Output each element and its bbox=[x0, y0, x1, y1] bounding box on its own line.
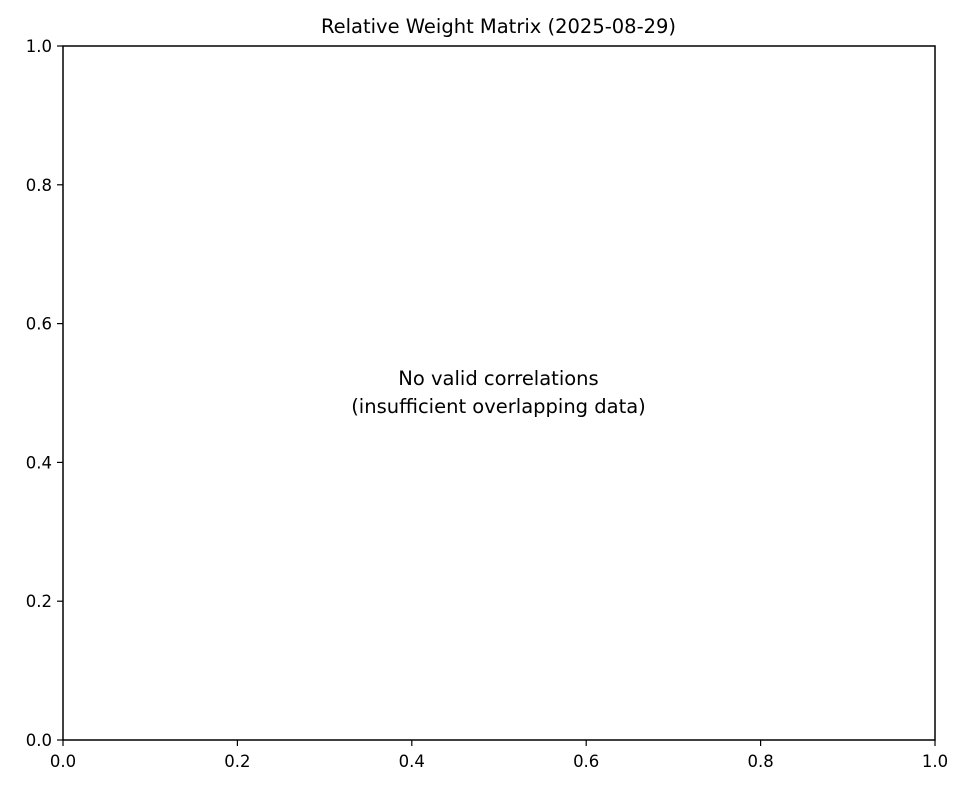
y-tick-label: 0.6 bbox=[26, 315, 52, 334]
empty-message-line-2: (insufficient overlapping data) bbox=[351, 395, 646, 418]
y-tick-label: 0.8 bbox=[26, 176, 52, 195]
y-tick-label: 0.0 bbox=[26, 731, 52, 750]
y-tick-label: 1.0 bbox=[26, 37, 52, 56]
x-tick-label: 0.4 bbox=[399, 752, 425, 771]
y-tick-label: 0.4 bbox=[26, 453, 52, 472]
y-axis: 0.0 0.2 0.4 0.6 0.8 1.0 bbox=[26, 37, 63, 750]
y-tick-label: 0.2 bbox=[26, 592, 52, 611]
x-tick-label: 0.0 bbox=[50, 752, 76, 771]
empty-message-line-1: No valid correlations bbox=[398, 367, 598, 390]
plot-area bbox=[62, 45, 936, 741]
x-tick-label: 0.8 bbox=[747, 752, 773, 771]
x-axis: 0.0 0.2 0.4 0.6 0.8 1.0 bbox=[50, 740, 948, 771]
chart-title: Relative Weight Matrix (2025-08-29) bbox=[321, 15, 676, 38]
x-tick-label: 1.0 bbox=[922, 752, 948, 771]
x-tick-label: 0.2 bbox=[224, 752, 250, 771]
x-tick-label: 0.6 bbox=[573, 752, 599, 771]
